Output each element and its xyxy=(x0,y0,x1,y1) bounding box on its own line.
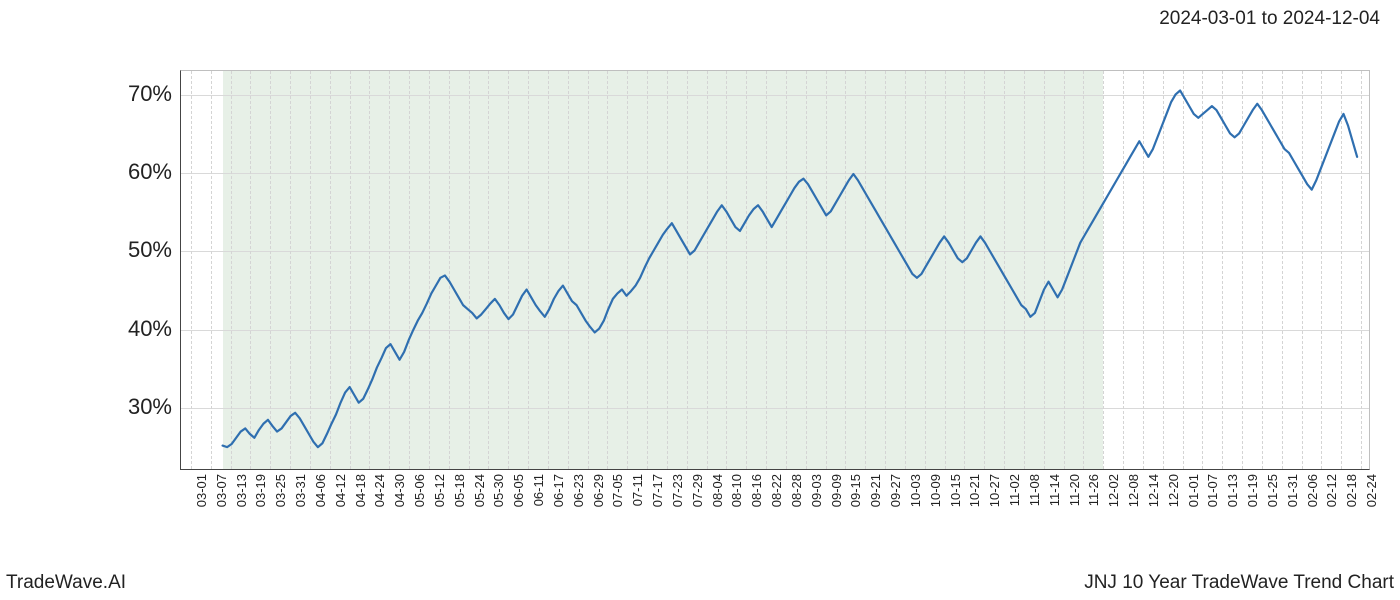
x-tick-label: 03-31 xyxy=(293,474,308,507)
x-tick-label: 06-17 xyxy=(551,474,566,507)
x-tick-label: 02-18 xyxy=(1344,474,1359,507)
brand-label: TradeWave.AI xyxy=(6,572,126,594)
x-tick-label: 07-11 xyxy=(630,474,645,506)
x-tick-label: 11-14 xyxy=(1047,474,1062,506)
x-tick-label: 08-28 xyxy=(789,474,804,507)
x-tick-label: 04-06 xyxy=(313,474,328,507)
y-tick-label: 50% xyxy=(128,237,172,263)
x-tick-label: 08-16 xyxy=(749,474,764,507)
x-tick-label: 10-09 xyxy=(928,474,943,507)
x-tick-label: 09-21 xyxy=(868,474,883,507)
y-tick-label: 60% xyxy=(128,159,172,185)
x-tick-label: 02-12 xyxy=(1324,474,1339,507)
x-tick-label: 12-20 xyxy=(1166,474,1181,507)
x-tick-label: 05-24 xyxy=(472,474,487,507)
x-tick-label: 08-22 xyxy=(769,474,784,507)
x-tick-label: 01-01 xyxy=(1186,474,1201,507)
x-tick-label: 12-14 xyxy=(1146,474,1161,507)
x-tick-label: 05-06 xyxy=(412,474,427,507)
trend-line xyxy=(181,71,1369,469)
x-tick-label: 09-09 xyxy=(829,474,844,507)
x-tick-label: 11-08 xyxy=(1027,474,1042,506)
y-tick-label: 30% xyxy=(128,394,172,420)
chart-title: JNJ 10 Year TradeWave Trend Chart xyxy=(1084,572,1394,594)
x-tick-label: 11-26 xyxy=(1086,474,1101,506)
x-tick-label: 03-25 xyxy=(273,474,288,507)
x-tick-label: 03-13 xyxy=(234,474,249,507)
x-tick-label: 05-30 xyxy=(491,474,506,507)
x-tick-label: 05-18 xyxy=(452,474,467,507)
x-tick-label: 08-04 xyxy=(710,474,725,507)
x-tick-label: 12-02 xyxy=(1106,474,1121,507)
x-tick-label: 10-21 xyxy=(967,474,982,507)
x-tick-label: 04-24 xyxy=(372,474,387,507)
chart-container: 2024-03-01 to 2024-12-04 30% 40% 50% 60% 70%… xyxy=(0,0,1400,600)
x-tick-label: 04-18 xyxy=(353,474,368,507)
x-tick-label: 07-29 xyxy=(690,474,705,507)
x-tick-label: 03-19 xyxy=(253,474,268,507)
x-tick-label: 06-23 xyxy=(571,474,586,507)
x-tick-label: 02-24 xyxy=(1364,474,1379,507)
x-tick-label: 01-31 xyxy=(1285,474,1300,507)
date-range-label: 2024-03-01 to 2024-12-04 xyxy=(1159,8,1380,30)
x-tick-label: 04-12 xyxy=(333,474,348,507)
x-tick-label: 06-29 xyxy=(591,474,606,507)
y-tick-label: 40% xyxy=(128,316,172,342)
x-tick-label: 07-05 xyxy=(610,474,625,507)
x-tick-label: 11-20 xyxy=(1067,474,1082,506)
plot-area xyxy=(180,70,1370,470)
x-tick-label: 01-25 xyxy=(1265,474,1280,507)
x-tick-label: 01-19 xyxy=(1245,474,1260,507)
x-tick-label: 06-11 xyxy=(531,474,546,506)
x-tick-label: 10-15 xyxy=(948,474,963,507)
x-tick-label: 08-10 xyxy=(729,474,744,507)
x-tick-label: 01-07 xyxy=(1205,474,1220,507)
y-tick-label: 70% xyxy=(128,81,172,107)
x-tick-label: 10-03 xyxy=(908,474,923,507)
x-tick-label: 04-30 xyxy=(392,474,407,507)
x-tick-label: 03-01 xyxy=(194,474,209,507)
x-tick-label: 05-12 xyxy=(432,474,447,507)
x-tick-label: 09-27 xyxy=(888,474,903,507)
x-tick-label: 10-27 xyxy=(987,474,1002,507)
x-tick-label: 09-15 xyxy=(848,474,863,507)
x-tick-label: 11-02 xyxy=(1007,474,1022,506)
x-tick-label: 09-03 xyxy=(809,474,824,507)
x-tick-label: 06-05 xyxy=(511,474,526,507)
x-tick-label: 07-17 xyxy=(650,474,665,507)
x-tick-label: 07-23 xyxy=(670,474,685,507)
x-tick-label: 01-13 xyxy=(1225,474,1240,507)
x-tick-label: 12-08 xyxy=(1126,474,1141,507)
x-tick-label: 02-06 xyxy=(1305,474,1320,507)
x-tick-label: 03-07 xyxy=(214,474,229,507)
